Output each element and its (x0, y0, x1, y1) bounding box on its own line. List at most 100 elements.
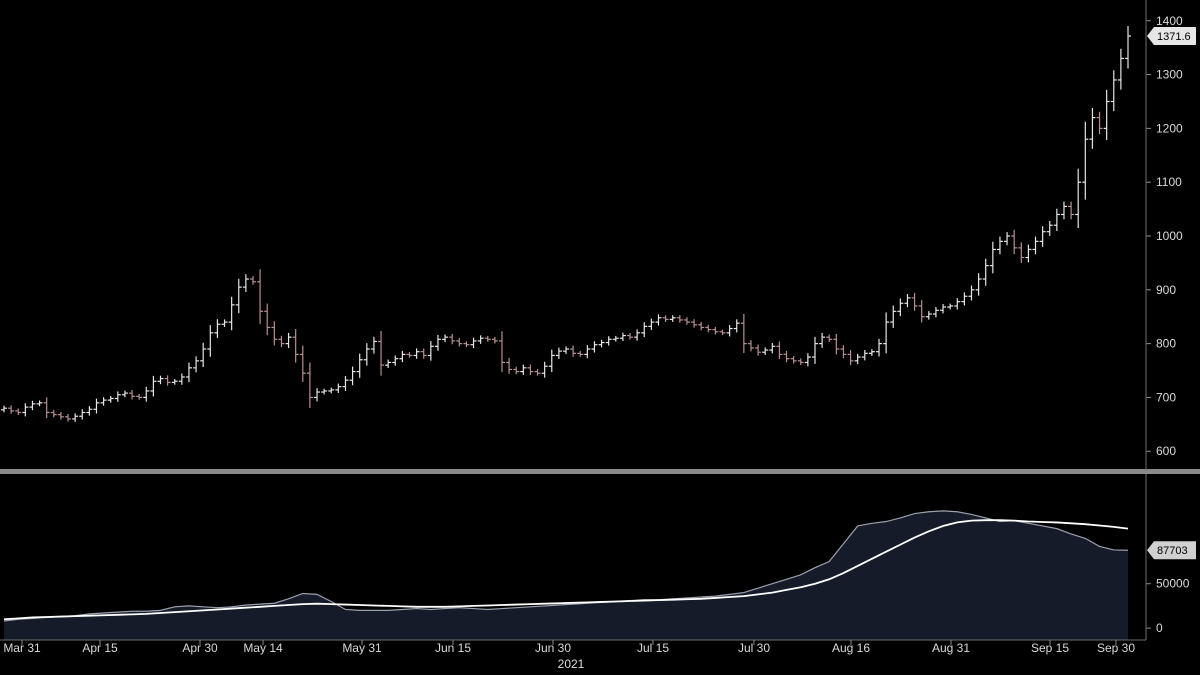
ohlc-bar (257, 269, 264, 324)
x-tick-label: Jul 15 (637, 641, 669, 655)
ohlc-bar (726, 325, 733, 337)
ohlc-bar (1068, 201, 1075, 220)
ohlc-bar (925, 311, 932, 320)
volume-area-fill (4, 510, 1128, 640)
price-last-value-label: 1371.6 (1157, 31, 1191, 43)
ohlc-bar (413, 348, 420, 359)
ohlc-bar (577, 350, 584, 357)
ohlc-bar (463, 341, 470, 348)
ohlc-bar (876, 338, 883, 357)
ohlc-bar (50, 409, 57, 418)
ohlc-bar (648, 318, 655, 330)
price-y-tick-label: 600 (1156, 444, 1176, 458)
ohlc-bar (762, 347, 769, 355)
ohlc-bar (740, 313, 747, 353)
ohlc-bar (449, 333, 456, 345)
ohlc-bar (477, 335, 484, 344)
ohlc-bar (136, 394, 143, 400)
ohlc-bar (904, 294, 911, 308)
ohlc-bar (264, 303, 271, 336)
volume-average-line (3, 519, 1129, 621)
price-y-tick-label: 1300 (1156, 68, 1183, 82)
ohlc-bar (1011, 229, 1018, 255)
ohlc-bar (513, 366, 520, 375)
ohlc-bar (335, 383, 342, 393)
ohlc-bar (833, 333, 840, 355)
ohlc-bar (641, 322, 648, 338)
ohlc-bar (705, 324, 712, 333)
x-tick-label: Jun 30 (535, 641, 571, 655)
ohlc-bar (570, 345, 577, 357)
ohlc-bar (129, 390, 136, 400)
ohlc-bar (399, 350, 406, 363)
price-last-value-tag (1147, 27, 1196, 46)
ohlc-bar (826, 334, 833, 343)
ohlc-bar (1018, 242, 1025, 263)
ohlc-bar (15, 408, 22, 416)
price-y-tick-label: 1100 (1156, 175, 1182, 189)
price-panel: 600 700 800 900 1000 1100 1200 1300 1400 1371.6 (1, 14, 1196, 458)
ohlc-bar (1089, 107, 1096, 149)
ohlc-bar (555, 347, 562, 359)
ohlc-bar (947, 303, 954, 310)
ohlc-bar (591, 341, 598, 353)
ohlc-bar (228, 296, 235, 331)
ohlc-bar (1025, 244, 1032, 263)
x-tick-label: Apr 30 (182, 641, 218, 655)
ohlc-bar (1053, 208, 1060, 232)
ohlc-bar (541, 361, 548, 378)
ohlc-bar (619, 332, 626, 342)
ohlc-bar (861, 350, 868, 361)
price-y-tick-label: 900 (1156, 283, 1176, 297)
ohlc-bar (314, 388, 321, 402)
ohlc-bar (954, 298, 961, 310)
volume-y-tick-label: 0 (1156, 621, 1163, 635)
ohlc-bar (1117, 48, 1124, 90)
ohlc-bar (442, 334, 449, 343)
ohlc-bar (157, 375, 164, 385)
ohlc-bar (932, 306, 939, 318)
ohlc-bar (121, 390, 128, 398)
ohlc-bar (1004, 232, 1011, 246)
price-y-tick-label: 1200 (1156, 121, 1183, 135)
ohlc-bar (363, 343, 370, 366)
ohlc-bar (819, 332, 826, 348)
ohlc-bar (605, 336, 612, 346)
ohlc-bar (8, 405, 15, 414)
ohlc-bar (392, 355, 399, 366)
ohlc-bar (1096, 111, 1103, 135)
ohlc-bar (982, 258, 989, 286)
ohlc-bar (534, 369, 541, 376)
ohlc-bar (598, 339, 605, 348)
ohlc-bar (676, 315, 683, 323)
panel-divider[interactable] (0, 469, 1200, 474)
ohlc-bar (712, 326, 719, 335)
ohlc-bar (548, 349, 555, 373)
ohlc-bar (612, 335, 619, 342)
volume-last-value-tag (1147, 541, 1196, 560)
x-tick-label: Aug 16 (832, 641, 870, 655)
ohlc-bar (755, 344, 762, 356)
ohlc-bar (811, 336, 818, 364)
ohlc-bar (1032, 236, 1039, 255)
ohlc-bar (235, 278, 242, 314)
ohlc-bar (385, 359, 392, 369)
ohlc-bar (150, 375, 157, 397)
ohlc-bar (868, 349, 875, 356)
x-axis: Mar 31 Apr 15 Apr 30 May 14 May 31 Jun 15 Jun … (3, 640, 1135, 655)
ohlc-bar (854, 353, 861, 365)
x-tick-label: Apr 15 (82, 641, 118, 655)
ohlc-bar (747, 340, 754, 352)
ohlc-bar (769, 343, 776, 354)
ohlc-bar (378, 331, 385, 376)
ohlc-bar (527, 364, 534, 375)
ohlc-bar (164, 375, 171, 386)
ohlc-bar (107, 395, 114, 403)
ohlc-bar (306, 362, 313, 409)
ohlc-bar (698, 321, 705, 331)
ohlc-bar (484, 335, 491, 342)
ohlc-bar (321, 388, 328, 395)
ohlc-bar (911, 293, 918, 311)
ohlc-bar (1082, 121, 1089, 200)
ohlc-bar (1, 405, 7, 413)
